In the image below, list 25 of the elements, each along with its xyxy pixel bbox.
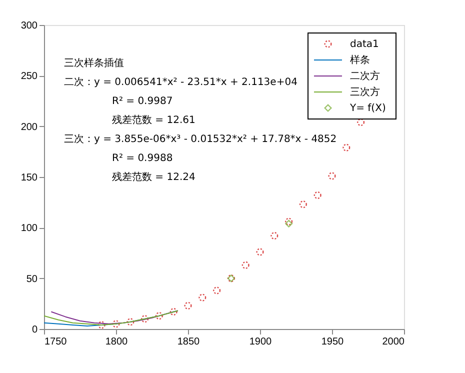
annotation: 三次：y = 3.855e-06*x³ - 0.01532*x² + 17.78*x - 4852	[64, 134, 337, 145]
legend-label: 二次方	[350, 70, 380, 82]
y-tick-label: 300	[20, 20, 38, 32]
legend-label: 三次方	[350, 86, 380, 98]
annotation: 残差范数 = 12.61	[112, 114, 196, 126]
x-tick-label: 1900	[249, 336, 272, 348]
y-tick-label: 50	[26, 274, 38, 285]
legend-label: 样条	[350, 54, 370, 66]
y-tick-label: 100	[20, 223, 38, 234]
annotation: 三次样条插值	[64, 57, 124, 69]
annotation: 残差范数 = 12.24	[112, 171, 196, 183]
y-tick-label: 150	[20, 172, 38, 184]
y-tick-label: 0	[32, 324, 38, 336]
legend-label: Y= f(X)	[349, 103, 386, 114]
x-tick-label: 1800	[105, 336, 128, 348]
legend-label: data1	[350, 39, 379, 50]
x-tick-label: 1750	[44, 336, 68, 348]
annotation: R² = 0.9987	[112, 96, 173, 107]
x-tick-label: 1850	[177, 336, 200, 348]
x-tick-label: 1950	[321, 336, 344, 348]
annotation: 二次：y = 0.006541*x² - 23.51*x + 2.113e+04	[64, 77, 298, 88]
y-tick-label: 200	[20, 122, 38, 133]
annotation: R² = 0.9988	[112, 153, 173, 164]
y-tick-label: 250	[20, 71, 38, 82]
x-tick-label: 2000	[382, 336, 405, 348]
